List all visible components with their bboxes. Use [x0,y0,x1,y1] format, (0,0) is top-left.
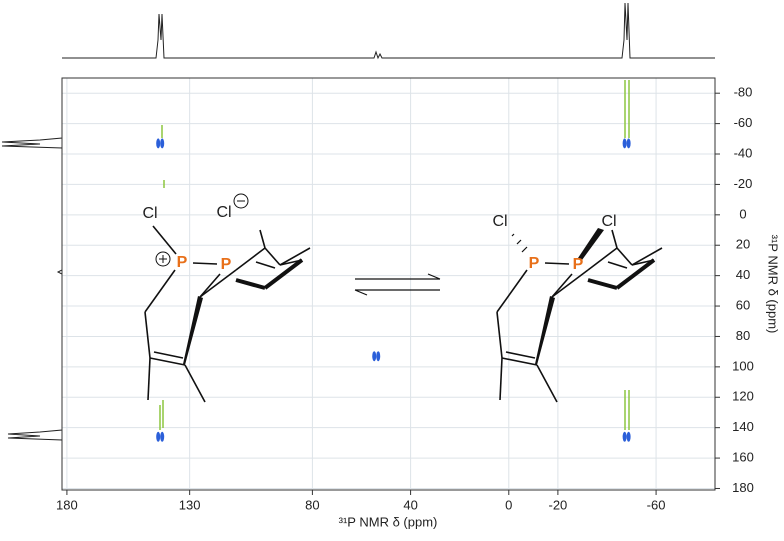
y-tick-label: 60 [736,297,750,312]
wedge-bond [578,228,604,260]
minus-charge [233,193,249,209]
x-tick-label: 180 [56,497,78,512]
hash-bond [511,233,528,253]
y-tick-label: 80 [736,328,750,343]
plus-sign [159,255,167,263]
peak-lobe [626,431,631,442]
atom-label: P [573,256,584,273]
x-axis-label: ³¹P NMR δ (ppm) [339,514,438,529]
plot-frame [61,77,716,491]
y-tick-label: 0 [739,206,746,221]
y-tick-label: 100 [732,358,754,373]
x-tick-label: 130 [179,497,201,512]
equilibrium-arrows [354,273,441,296]
y-tick-label: 40 [736,267,750,282]
x-tick-label: -20 [548,497,567,512]
cross-peak [156,138,165,149]
cross-peak [372,351,381,362]
atom-label: P [221,256,232,273]
atom-label: Cl [601,213,616,230]
peak-lobe [626,138,631,149]
y-tick-label: 140 [732,419,754,434]
x-tick-label: 0 [505,497,512,512]
y-axis-label: ³¹P NMR δ (ppm) [766,235,781,334]
peak-lobe [156,431,161,442]
x-tick-label: -60 [647,497,666,512]
peak-lobe [372,351,377,362]
peak-lobe [160,138,165,149]
atom-label: Cl [216,204,231,221]
bond [152,225,177,255]
peak-lobe [160,431,165,442]
plus-charge [155,251,171,267]
peak-lobe [622,431,627,442]
x-tick-label: 40 [403,497,417,512]
cross-peak [156,431,165,442]
x-tick-label: 80 [305,497,319,512]
atom-label: P [529,255,540,272]
y-tick-label: -60 [734,115,753,130]
y-tick-label: -40 [734,145,753,160]
y-tick-label: -80 [734,85,753,100]
left-projection [1,78,63,490]
streaks [159,80,630,430]
peak-lobe [622,138,627,149]
y-tick-label: -20 [734,176,753,191]
y-tick-label: 120 [732,389,754,404]
atom-label: Cl [142,205,157,222]
top-projection [62,2,715,60]
cross-peak [622,431,631,442]
peak-lobe [156,138,161,149]
y-tick-label: 180 [732,480,754,495]
y-tick-label: 20 [736,237,750,252]
atom-label: P [177,254,188,271]
peak-lobe [376,351,381,362]
cross-peak [622,138,631,149]
plot-area [62,78,715,490]
y-tick-label: 160 [732,450,754,465]
atom-label: Cl [492,213,507,230]
